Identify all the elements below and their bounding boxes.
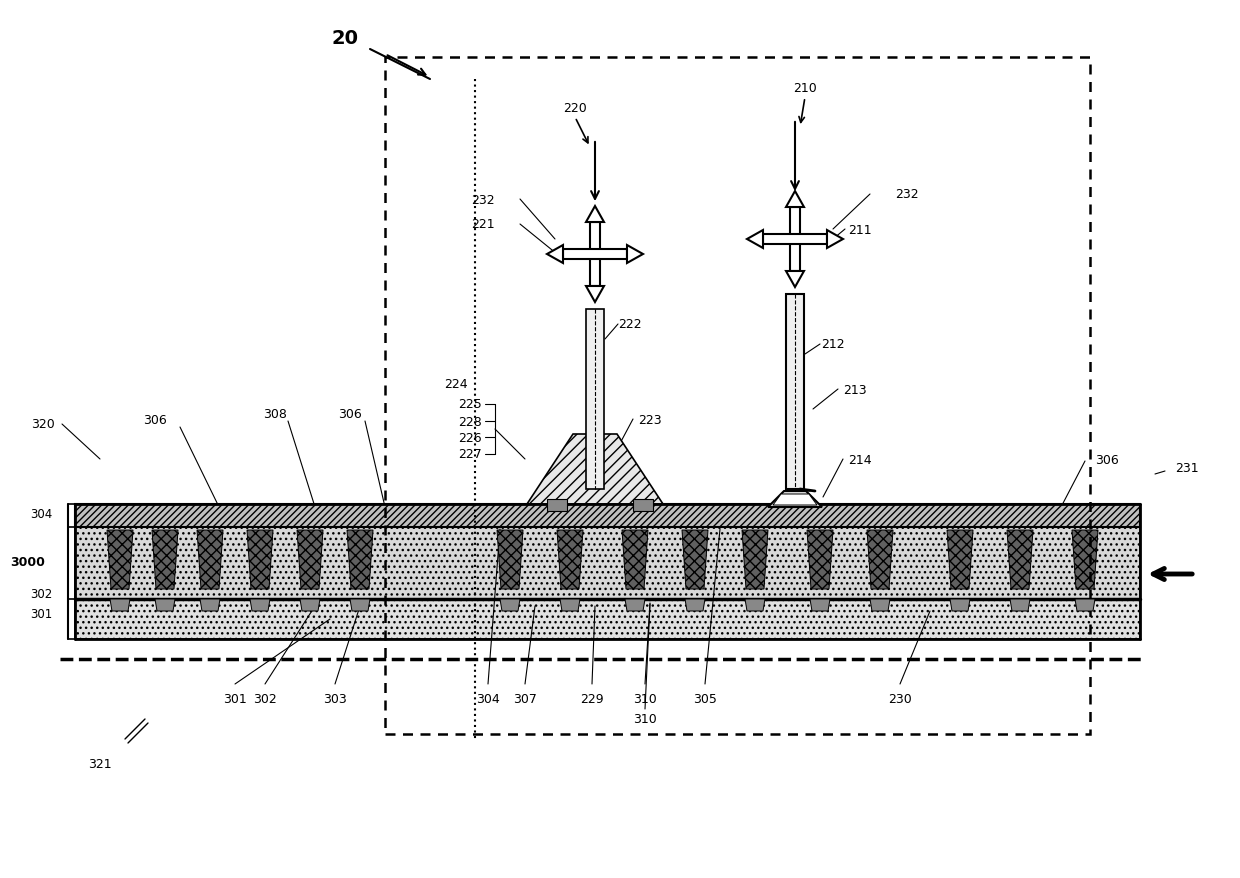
Text: 225: 225 [459,398,482,411]
Polygon shape [870,600,890,611]
Text: 222: 222 [619,318,642,331]
Polygon shape [622,530,649,589]
Polygon shape [247,530,273,589]
Text: 210: 210 [794,82,817,95]
Text: 214: 214 [848,453,872,466]
Polygon shape [547,246,563,263]
Polygon shape [742,530,768,589]
Polygon shape [867,530,893,589]
Text: 220: 220 [563,101,587,114]
Text: 310: 310 [634,693,657,706]
Polygon shape [200,600,219,611]
Text: 307: 307 [513,693,537,706]
Text: 304: 304 [476,693,500,706]
Polygon shape [625,600,645,611]
Text: 306: 306 [1095,453,1118,466]
Text: 306: 306 [339,408,362,421]
Bar [74,600,1140,639]
Text: 301: 301 [30,608,52,621]
Polygon shape [682,530,708,589]
Polygon shape [947,530,973,589]
Text: 304: 304 [30,507,52,521]
Polygon shape [1007,530,1033,589]
Polygon shape [155,600,175,611]
Bar [786,295,804,489]
Polygon shape [298,530,322,589]
Polygon shape [768,492,822,507]
Polygon shape [587,287,604,303]
Text: 212: 212 [821,338,844,351]
Text: 213: 213 [843,383,867,396]
Text: 302: 302 [253,693,277,706]
Text: 230: 230 [888,693,911,706]
Polygon shape [790,208,800,271]
Text: 320: 320 [31,418,55,431]
Polygon shape [763,234,827,245]
Text: 20: 20 [331,28,358,47]
Polygon shape [153,530,179,589]
Bar [384,58,1090,734]
Bar [74,505,1140,528]
Text: 211: 211 [848,223,872,236]
Polygon shape [527,435,663,505]
Text: 228: 228 [459,415,482,428]
Text: 227: 227 [459,448,482,461]
Text: 224: 224 [444,378,467,391]
Text: 302: 302 [30,588,52,601]
Text: 221: 221 [471,219,495,231]
Polygon shape [500,600,520,611]
Polygon shape [746,231,763,248]
Polygon shape [587,206,604,223]
Polygon shape [563,249,627,260]
Polygon shape [497,530,523,589]
Text: 223: 223 [639,413,662,426]
Text: 232: 232 [471,193,495,206]
Bar [547,500,567,511]
Polygon shape [347,530,373,589]
Polygon shape [197,530,223,589]
Text: 229: 229 [580,693,604,706]
Polygon shape [684,600,706,611]
Text: 301: 301 [223,693,247,706]
Polygon shape [250,600,270,611]
Text: 226: 226 [459,431,482,444]
Text: 310: 310 [634,713,657,726]
Polygon shape [1073,530,1097,589]
Polygon shape [560,600,580,611]
Polygon shape [557,530,583,589]
Polygon shape [300,600,320,611]
Polygon shape [786,191,804,208]
Polygon shape [1011,600,1030,611]
Polygon shape [950,600,970,611]
Polygon shape [810,600,830,611]
Text: 231: 231 [1176,461,1199,474]
Polygon shape [773,494,817,506]
Text: 3000: 3000 [10,556,45,569]
Polygon shape [807,530,833,589]
Text: 306: 306 [143,413,167,426]
Polygon shape [745,600,765,611]
Text: 303: 303 [324,693,347,706]
Polygon shape [350,600,370,611]
Polygon shape [827,231,843,248]
Polygon shape [107,530,133,589]
Text: 321: 321 [88,758,112,771]
Polygon shape [786,271,804,288]
Bar [587,310,604,489]
Text: 305: 305 [693,693,717,706]
Text: 308: 308 [263,408,286,421]
Polygon shape [1075,600,1095,611]
Polygon shape [110,600,130,611]
Bar [74,528,1140,600]
Polygon shape [590,223,600,287]
Bar [632,500,653,511]
Polygon shape [627,246,644,263]
Text: 232: 232 [895,188,919,201]
